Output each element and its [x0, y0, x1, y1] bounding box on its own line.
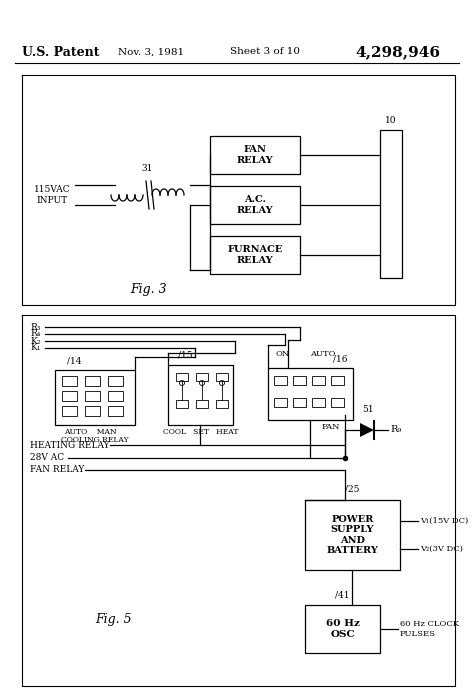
Text: R₉: R₉ — [390, 425, 401, 434]
Bar — [210, 136, 300, 174]
Bar — [210, 236, 300, 274]
Bar — [108, 406, 123, 416]
Bar — [85, 376, 100, 386]
Text: R₄: R₄ — [30, 329, 40, 338]
Text: 28V AC: 28V AC — [30, 454, 64, 463]
Bar — [293, 376, 306, 385]
Text: V₂(3V DC): V₂(3V DC) — [420, 545, 463, 553]
Bar — [274, 398, 287, 407]
Bar — [331, 398, 344, 407]
Text: 4,298,946: 4,298,946 — [355, 45, 440, 59]
Text: 31: 31 — [141, 164, 153, 173]
Bar — [85, 406, 100, 416]
Text: POWER
SUPPLY
AND
BATTERY: POWER SUPPLY AND BATTERY — [327, 515, 378, 555]
Bar — [55, 370, 135, 425]
Bar — [108, 376, 123, 386]
Bar — [293, 398, 306, 407]
Bar — [176, 400, 188, 408]
Text: FURNACE
RELAY: FURNACE RELAY — [228, 245, 283, 264]
Bar — [196, 373, 208, 381]
Text: K₁: K₁ — [30, 344, 40, 352]
Text: 60 Hz CLOCK
PULSES: 60 Hz CLOCK PULSES — [400, 620, 459, 638]
Text: K₂: K₂ — [30, 336, 40, 345]
Bar — [108, 391, 123, 401]
Text: Fig. 3: Fig. 3 — [130, 283, 167, 296]
Text: R₃: R₃ — [30, 322, 40, 331]
Text: /41: /41 — [335, 590, 350, 599]
Text: V₁(15V DC): V₁(15V DC) — [420, 517, 468, 525]
Text: 51: 51 — [362, 405, 374, 414]
Text: HEATING RELAY: HEATING RELAY — [30, 441, 109, 450]
Bar — [305, 605, 380, 653]
Bar — [216, 373, 228, 381]
Text: COOL   SET   HEAT: COOL SET HEAT — [163, 428, 238, 436]
Bar — [380, 130, 402, 278]
Text: Sheet 3 of 10: Sheet 3 of 10 — [230, 47, 300, 56]
Bar — [305, 500, 400, 570]
Bar — [312, 376, 325, 385]
Text: /25: /25 — [345, 485, 360, 494]
Text: COOLING RELAY: COOLING RELAY — [61, 436, 129, 444]
Bar — [196, 400, 208, 408]
Text: 115VAC
INPUT: 115VAC INPUT — [34, 185, 70, 205]
Bar — [216, 400, 228, 408]
Text: AUTO: AUTO — [310, 350, 336, 358]
Bar — [331, 376, 344, 385]
Bar — [62, 391, 77, 401]
Text: 10: 10 — [385, 116, 397, 125]
Text: FAN RELAY: FAN RELAY — [30, 466, 84, 475]
Text: /16: /16 — [334, 354, 348, 363]
Text: /14: /14 — [67, 356, 82, 365]
Bar — [268, 368, 353, 420]
Bar — [168, 365, 233, 425]
Bar — [176, 373, 188, 381]
Bar — [312, 398, 325, 407]
Text: /15: /15 — [178, 351, 192, 360]
Bar — [274, 376, 287, 385]
Text: Fig. 5: Fig. 5 — [95, 613, 132, 626]
Bar — [85, 391, 100, 401]
Bar — [62, 376, 77, 386]
Bar — [210, 186, 300, 224]
Text: AUTO    MAN: AUTO MAN — [64, 428, 117, 436]
Text: Nov. 3, 1981: Nov. 3, 1981 — [118, 47, 184, 56]
Text: A.C.
RELAY: A.C. RELAY — [237, 196, 273, 214]
Text: FAN
RELAY: FAN RELAY — [237, 145, 273, 165]
Polygon shape — [360, 423, 374, 437]
Text: FAN: FAN — [322, 423, 340, 431]
Text: 60 Hz
OSC: 60 Hz OSC — [326, 619, 359, 639]
Bar — [62, 406, 77, 416]
Text: U.S. Patent: U.S. Patent — [22, 45, 100, 58]
Text: ON: ON — [276, 350, 290, 358]
